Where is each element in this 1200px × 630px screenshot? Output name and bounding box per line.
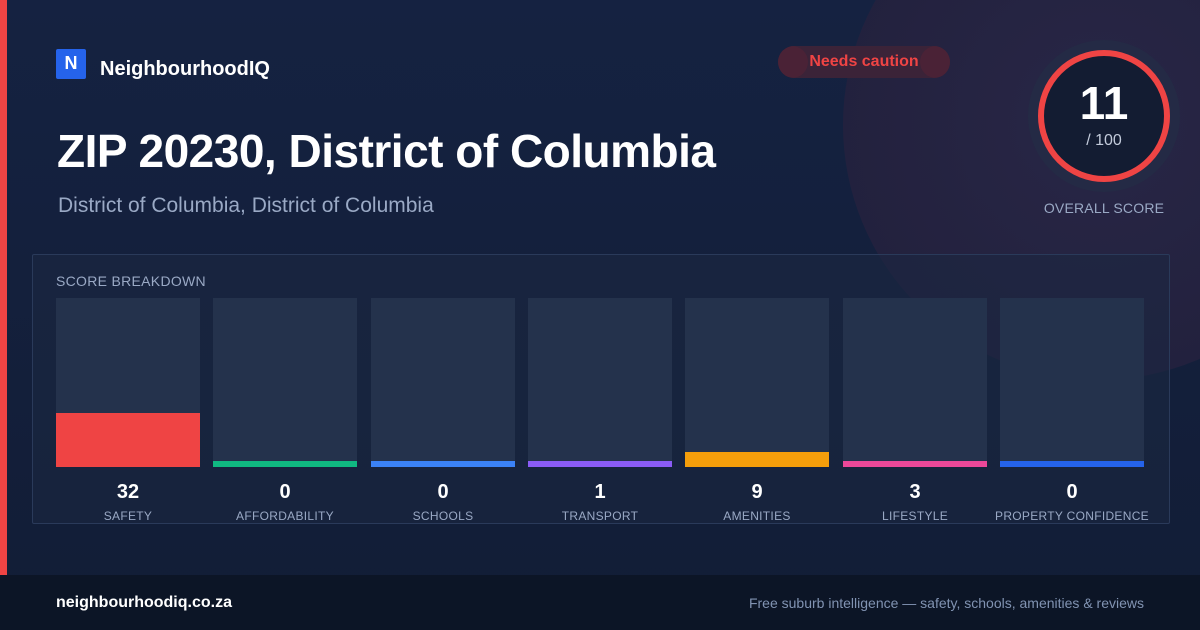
score-bar-fill [843, 461, 987, 467]
score-bar-label: SAFETY [103, 509, 153, 523]
score-bar-track [528, 298, 672, 467]
accent-stripe [0, 0, 7, 575]
score-bar-track [213, 298, 357, 467]
score-bar-label: AMENITIES [723, 509, 791, 523]
score-ring-graphic [1028, 40, 1180, 192]
score-bar-label: LIFESTYLE [881, 509, 949, 523]
score-bar-value: 3 [909, 481, 921, 503]
score-bar-value: 9 [751, 481, 763, 503]
page-subtitle: District of Columbia, District of Columb… [58, 194, 434, 217]
score-bar-value: 32 [116, 481, 140, 503]
score-bar-track [1000, 298, 1144, 467]
footer-tagline: Free suburb intelligence — safety, schoo… [748, 595, 1144, 611]
score-bar-track [685, 298, 829, 467]
status-badge-label: Needs caution [809, 53, 919, 70]
score-ring-stroke [1038, 50, 1170, 182]
score-bar-label: PROPERTY CONFIDENCE [995, 509, 1149, 523]
score-bar-fill [371, 461, 515, 467]
score-bar-track [371, 298, 515, 467]
overall-score-value: 11 [1079, 77, 1129, 129]
overall-score-ring: 11 / 100 [1028, 40, 1184, 196]
score-bar-label: AFFORDABILITY [236, 509, 334, 523]
score-bar-track [843, 298, 987, 467]
score-breakdown-title: SCORE BREAKDOWN [56, 273, 206, 289]
score-bar-value: 1 [594, 481, 606, 503]
score-bar-label: TRANSPORT [561, 509, 639, 523]
score-bar-fill [528, 461, 672, 467]
score-bar-label: SCHOOLS [412, 509, 474, 523]
footer: neighbourhoodiq.co.za Free suburb intell… [0, 575, 1200, 630]
brand-logo-icon: N [56, 48, 86, 79]
overall-score-max: / 100 [1086, 132, 1122, 149]
brand-name: NeighbourhoodIQ [100, 58, 270, 80]
score-bar-fill [685, 452, 829, 467]
status-badge: Needs caution [778, 46, 950, 78]
brand[interactable]: N NeighbourhoodIQ [56, 46, 270, 81]
score-bar-value: 0 [1066, 481, 1078, 503]
score-bar-fill [56, 413, 200, 467]
overall-score-caption: OVERALL SCORE [1043, 200, 1165, 216]
score-bar-fill [1000, 461, 1144, 467]
score-bar-value: 0 [279, 481, 291, 503]
page-title: ZIP 20230, District of Columbia [57, 125, 716, 177]
footer-domain-link[interactable]: neighbourhoodiq.co.za [56, 594, 232, 611]
score-bar-fill [213, 461, 357, 467]
score-bar-track [56, 298, 200, 467]
score-bar-value: 0 [437, 481, 449, 503]
score-breakdown-panel: SCORE BREAKDOWN 32 SAFETY 0 AFFORDABILITY 0 S… [32, 254, 1170, 524]
